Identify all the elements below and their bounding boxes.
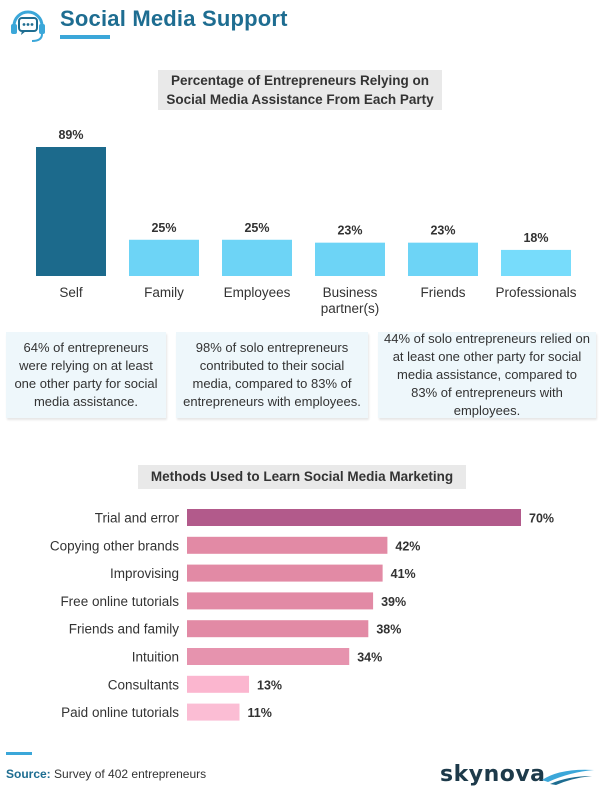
bar-value-label: 70% [529, 512, 554, 526]
category-label: Employees [224, 285, 291, 300]
bar-self [36, 147, 106, 276]
header: Social Media Support [0, 0, 600, 50]
page-title: Social Media Support [60, 6, 288, 31]
bar-value-label: 38% [376, 623, 401, 637]
method-label: Intuition [132, 650, 179, 665]
bar-value-label: 25% [244, 221, 269, 235]
bar-value-label: 25% [151, 221, 176, 235]
bar-copying-other-brands [187, 536, 388, 554]
bar-trial-and-error [187, 509, 521, 526]
brand-logo: skynova [440, 762, 600, 788]
bar-value-label: 89% [58, 128, 83, 142]
category-label: Professionals [495, 285, 576, 300]
method-label: Paid online tutorials [61, 705, 179, 720]
bar-friends-and-family [187, 620, 369, 638]
title-underline [60, 35, 110, 39]
bar-free-online-tutorials [187, 592, 374, 610]
category-label: Business [323, 285, 378, 300]
bar-business-partner-s- [315, 242, 385, 276]
method-label: Free online tutorials [60, 594, 179, 609]
source-text: Survey of 402 entrepreneurs [54, 767, 207, 781]
chart1-title-line-2: Social Media Assistance From Each Party [166, 92, 434, 107]
bar-intuition [187, 648, 350, 665]
bar-value-label: 11% [247, 706, 271, 720]
chart2-title: Methods Used to Learn Social Media Marke… [138, 465, 466, 489]
wave-logo-icon [542, 769, 594, 785]
bar-value-label: 13% [257, 678, 282, 692]
chart1-title: Percentage of Entrepreneurs Relying on S… [158, 70, 442, 110]
chart1-title-line-1: Percentage of Entrepreneurs Relying on [170, 73, 430, 88]
method-label: Consultants [108, 677, 180, 692]
info-box-2: 98% of solo entrepreneurs contributed to… [176, 332, 368, 418]
info-box-1: 64% of entrepreneurs were relying on at … [6, 332, 166, 418]
source-label: Source: [6, 767, 51, 781]
learning-methods-bar-chart: Trial and error 70% Copying other brands 42… [50, 509, 554, 721]
method-label: Improvising [110, 566, 179, 581]
source-note: Source: Survey of 402 entrepreneurs [6, 767, 206, 781]
bar-professionals [501, 249, 571, 276]
bar-friends [408, 242, 478, 276]
bar-paid-online-tutorials [187, 703, 240, 721]
bar-family [129, 239, 199, 276]
bar-value-label: 42% [395, 539, 420, 553]
footer-rule [6, 752, 32, 755]
info-box-3: 44% of solo entrepreneurs relied on at l… [378, 331, 596, 418]
bar-consultants [187, 675, 250, 693]
bar-employees [222, 239, 292, 276]
info-box-row: 64% of entrepreneurs were relying on at … [0, 331, 600, 422]
method-label: Friends and family [69, 622, 180, 637]
method-label: Trial and error [95, 511, 180, 526]
category-label: Family [144, 285, 184, 300]
bar-improvising [187, 564, 383, 582]
party-reliance-bar-chart: 89% Self 25% Family 25% Employees 23% Businessp… [36, 128, 577, 316]
bar-value-label: 23% [337, 224, 362, 238]
category-label: partner(s) [321, 301, 380, 316]
bar-value-label: 41% [391, 567, 416, 581]
category-label: Friends [420, 285, 465, 300]
bar-value-label: 18% [523, 231, 548, 245]
headset-chat-icon [11, 10, 45, 42]
brand-name: skynova [440, 762, 546, 787]
category-label: Self [59, 285, 83, 300]
bar-value-label: 34% [357, 651, 382, 665]
bar-value-label: 23% [430, 224, 455, 238]
method-label: Copying other brands [50, 538, 179, 553]
bar-value-label: 39% [381, 595, 406, 609]
